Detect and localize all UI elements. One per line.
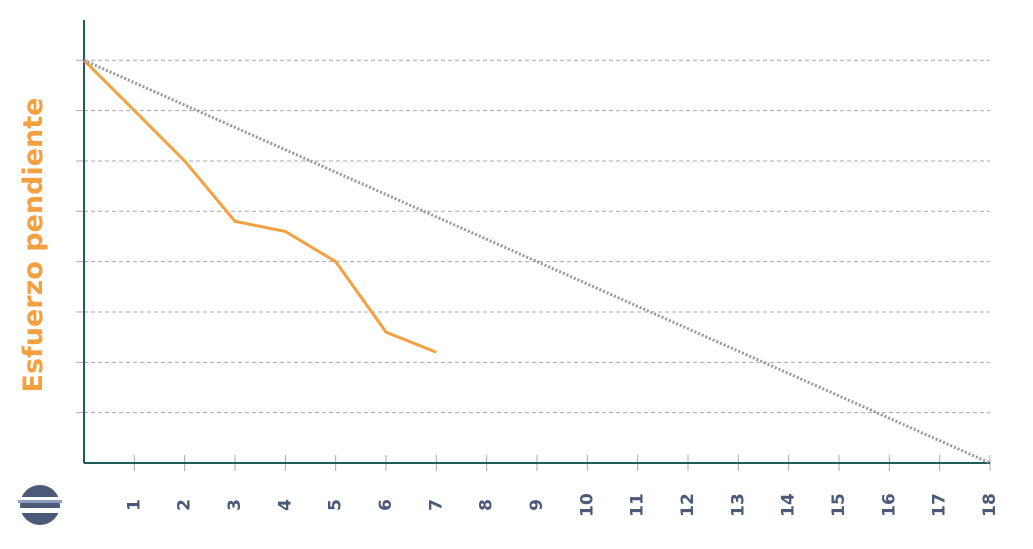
x-tick-label: 12 — [678, 493, 698, 517]
logo — [14, 485, 66, 525]
x-tick-label: 8 — [477, 499, 497, 511]
x-tick-label: 10 — [577, 493, 597, 517]
x-tick-label: 13 — [728, 493, 748, 517]
x-tick-label: 3 — [225, 499, 245, 511]
x-tick-label: 4 — [275, 499, 295, 511]
x-tick-label: 2 — [175, 499, 195, 511]
x-tick-label: 18 — [980, 493, 1000, 517]
x-tick-label: 7 — [426, 499, 446, 511]
x-tick-label: 16 — [879, 493, 899, 517]
x-tick-label: 1 — [124, 499, 144, 511]
x-tick-label: 9 — [527, 499, 547, 511]
x-tick-label: 11 — [628, 493, 648, 517]
data-line — [83, 58, 991, 465]
x-tick-label: 14 — [779, 493, 799, 517]
x-tick-label: 6 — [376, 499, 396, 511]
x-tick-label: 17 — [930, 493, 950, 517]
data-line — [82, 59, 437, 354]
x-tick-label: 5 — [326, 499, 346, 511]
y-axis-title: Esfuerzo pendiente — [18, 98, 49, 393]
x-tick-label: 15 — [829, 493, 849, 517]
